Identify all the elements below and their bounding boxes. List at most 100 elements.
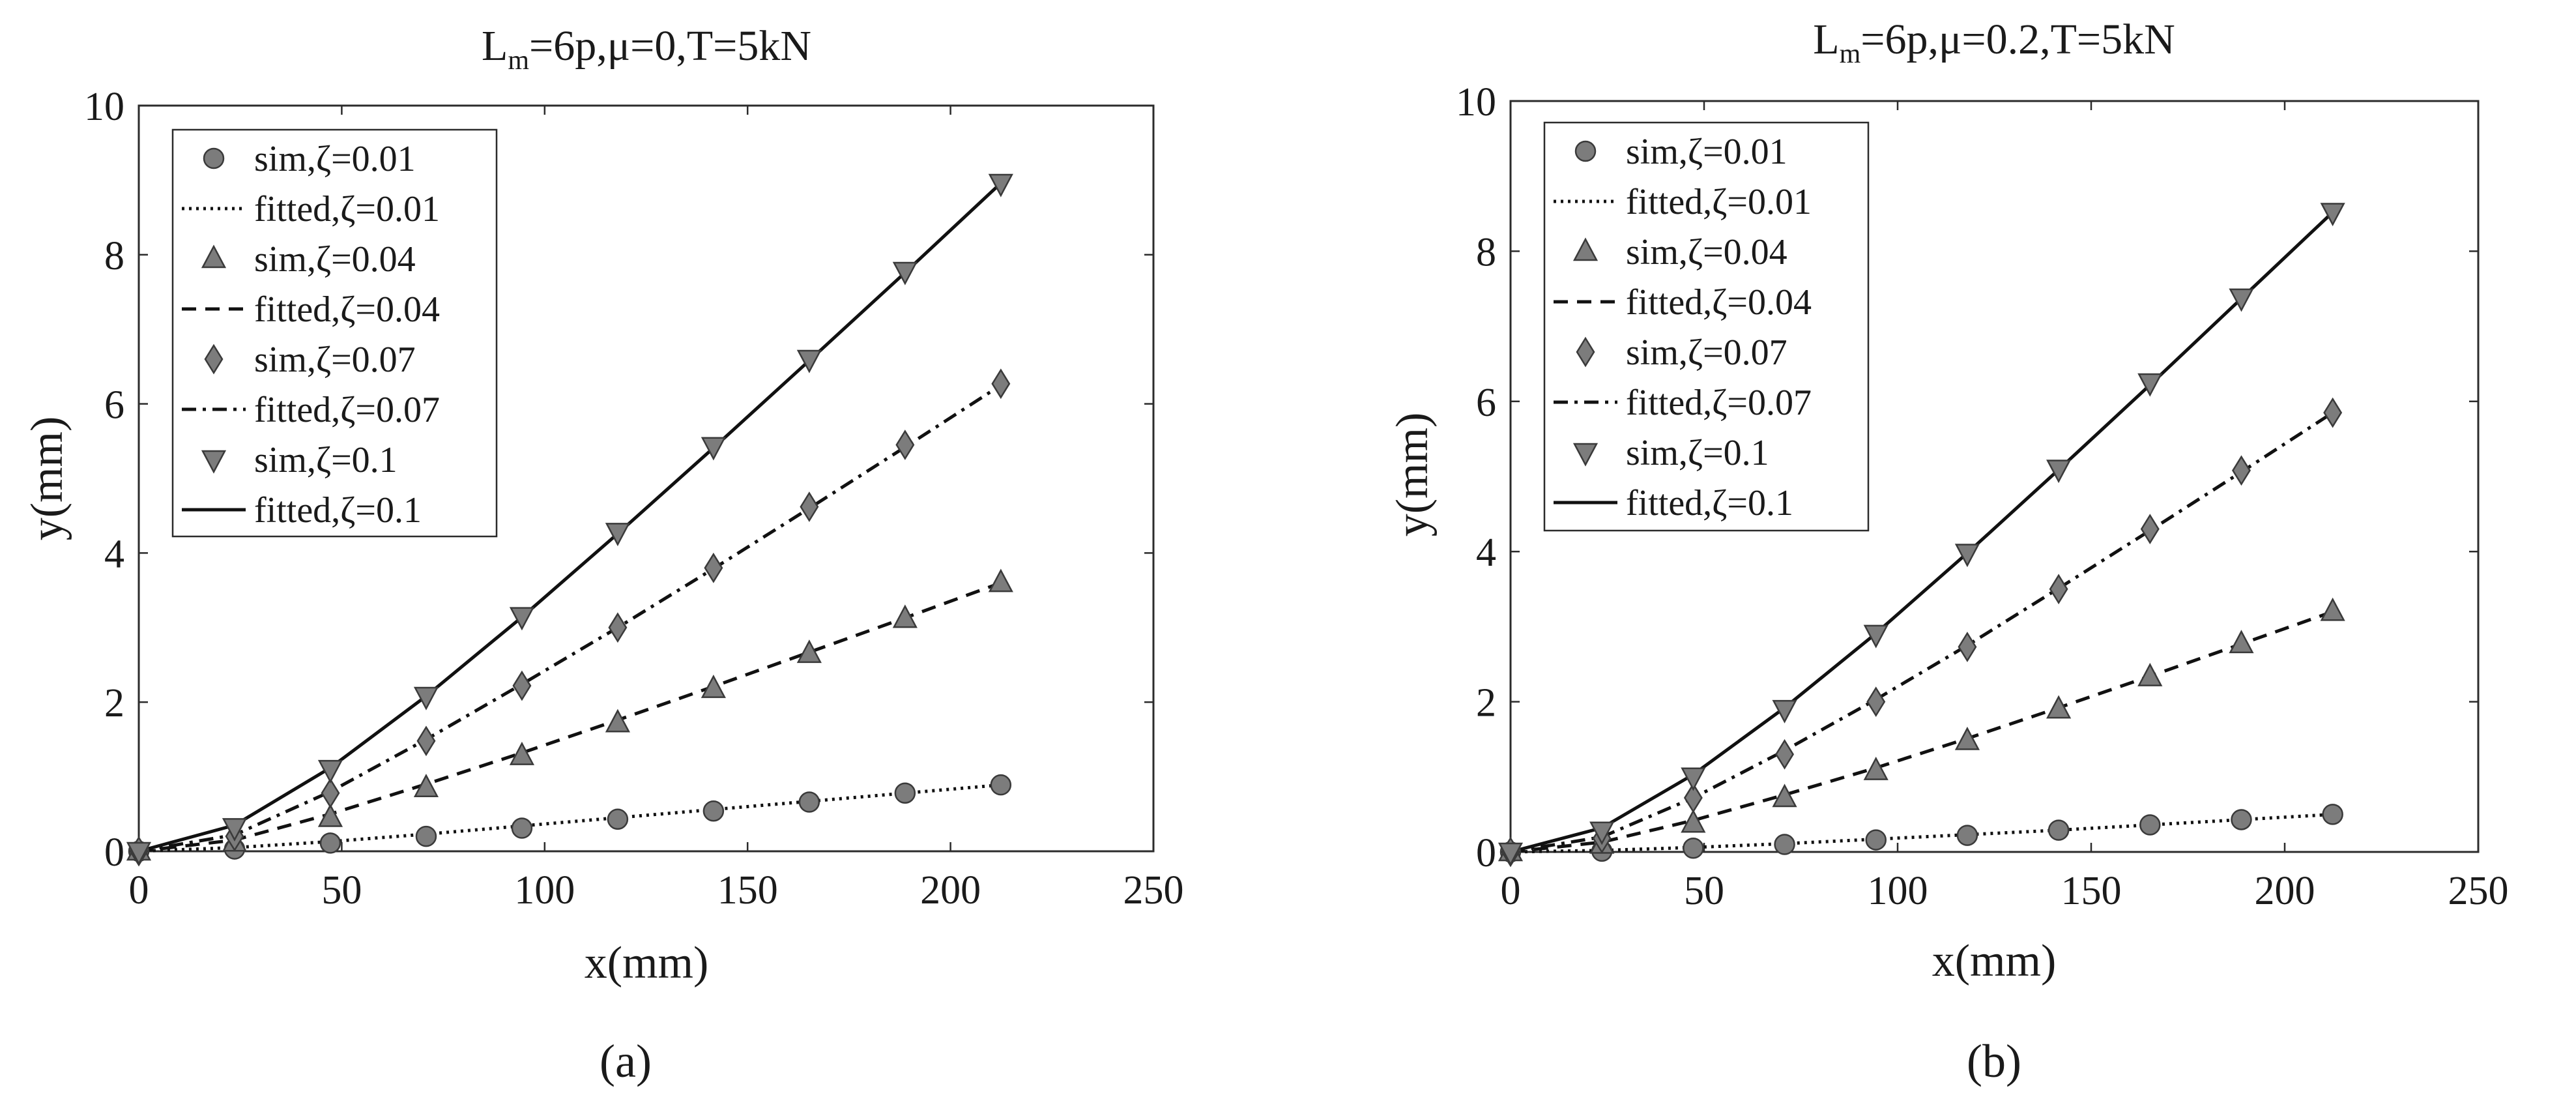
- sim-point-2-5: [1958, 632, 1977, 662]
- sim-point-2-9: [2323, 397, 2343, 428]
- sim-point-2-7: [2140, 514, 2160, 545]
- chart-panel-b: Lm=6p,μ=0.2,T=5kN 0 50 100 150 200 250 0 2 4 6 8 10…: [1387, 16, 2509, 1087]
- sim-point-0-3: [1774, 834, 1795, 855]
- sim-point-2-2: [321, 778, 340, 809]
- axis-tick-labels: 0 50 100 150 200 250 0 2 4 6 8 10: [84, 85, 1184, 913]
- sim-point-0-4: [1865, 829, 1887, 851]
- panel-label: (a): [600, 1035, 652, 1087]
- legend-marker-2: [1572, 237, 1599, 261]
- sim-point-3-2: [317, 759, 343, 783]
- fitted-line-3: [1510, 211, 2334, 854]
- sim-point-2-4: [1866, 686, 1886, 717]
- sim-markers: [126, 173, 1013, 867]
- legend-marker-6: [201, 450, 227, 474]
- x-tick-label: 50: [1684, 869, 1724, 913]
- sim-point-1-2: [1681, 809, 1706, 833]
- sim-point-3-1: [222, 818, 248, 842]
- sim-point-1-6: [2046, 695, 2072, 719]
- sim-point-3-6: [2046, 460, 2072, 484]
- sim-point-2-4: [512, 670, 532, 701]
- legend-label: sim,ζ=0.01: [1626, 132, 1787, 172]
- legend-items: sim,ζ=0.01 fitted,ζ=0.01 sim,ζ=0.04 fitted,…: [1554, 132, 1812, 523]
- fitted-line-0: [1510, 812, 2333, 854]
- fitted-lines: [138, 182, 1002, 853]
- legend-label: fitted,ζ=0.07: [254, 390, 440, 430]
- sim-point-2-5: [608, 612, 628, 643]
- sim-point-2-8: [895, 430, 915, 460]
- y-tick-label: 2: [104, 681, 124, 725]
- sim-point-3-5: [1954, 544, 1980, 568]
- legend-label: sim,ζ=0.1: [1626, 433, 1769, 473]
- legend-label: fitted,ζ=0.07: [1626, 383, 1812, 423]
- sim-point-1-5: [1954, 726, 1980, 750]
- fitted-line-3: [138, 182, 1002, 853]
- sim-point-3-9: [988, 173, 1013, 198]
- sim-point-1-9: [2320, 597, 2345, 621]
- legend-box: [171, 128, 498, 538]
- legend-items: sim,ζ=0.01 fitted,ζ=0.01 sim,ζ=0.04 fitted,…: [182, 139, 440, 531]
- sim-point-0-7: [798, 791, 820, 813]
- y-tick-label: 0: [104, 830, 124, 875]
- legend: sim,ζ=0.01 fitted,ζ=0.01 sim,ζ=0.04 fitted,…: [1543, 121, 1870, 532]
- sim-point-2-8: [2232, 455, 2251, 486]
- y-tick-label: 4: [104, 532, 124, 576]
- legend-marker-6: [1572, 443, 1599, 467]
- sim-point-3-6: [701, 437, 726, 461]
- sim-point-3-3: [413, 686, 439, 710]
- sim-point-1-8: [892, 604, 918, 628]
- legend-label: fitted,ζ=0.04: [1626, 282, 1812, 323]
- y-tick-label: 8: [104, 234, 124, 278]
- fitted-line-2: [1510, 411, 2334, 854]
- legend-box: [1543, 121, 1870, 532]
- axis-ticks: [1509, 100, 2480, 853]
- legend-label: fitted,ζ=0.01: [254, 189, 440, 229]
- fitted-line-1: [1510, 610, 2334, 854]
- y-tick-label: 2: [1476, 681, 1496, 725]
- sim-point-2-6: [2049, 574, 2068, 605]
- x-tick-label: 100: [514, 868, 575, 913]
- sim-point-2-3: [416, 725, 436, 757]
- y-tick-label: 10: [84, 85, 124, 129]
- sim-point-0-2: [319, 832, 341, 854]
- sim-point-3-4: [509, 607, 535, 631]
- sim-point-3-8: [892, 261, 918, 285]
- legend-marker-4: [1576, 336, 1595, 368]
- x-tick-label: 250: [1123, 868, 1184, 913]
- sim-point-0-5: [607, 808, 629, 830]
- y-tick-label: 6: [104, 383, 124, 428]
- legend-marker-4: [204, 344, 224, 375]
- sim-point-2-6: [704, 552, 723, 583]
- sim-point-2-3: [1775, 739, 1795, 770]
- sim-point-3-8: [2229, 288, 2254, 312]
- sim-point-1-8: [2229, 630, 2254, 654]
- legend: sim,ζ=0.01 fitted,ζ=0.01 sim,ζ=0.04 fitted,…: [171, 128, 498, 538]
- sim-point-0-8: [2231, 809, 2252, 830]
- sim-point-0-2: [1683, 837, 1704, 859]
- y-tick-label: 0: [1476, 831, 1496, 875]
- sim-markers: [1498, 203, 2345, 868]
- x-tick-label: 150: [717, 868, 778, 913]
- sim-point-0-4: [511, 817, 533, 839]
- legend-marker-2: [201, 244, 227, 269]
- sim-point-1-9: [988, 568, 1013, 593]
- legend-label: fitted,ζ=0.04: [254, 289, 440, 330]
- sim-point-3-7: [2137, 373, 2163, 397]
- sim-point-3-2: [1681, 767, 1706, 791]
- x-tick-label: 250: [2448, 869, 2509, 913]
- sim-point-2-2: [1683, 782, 1703, 813]
- sim-point-1-7: [796, 639, 822, 664]
- legend-label: fitted,ζ=0.1: [254, 490, 422, 531]
- x-axis-label: x(mm): [1932, 936, 2057, 986]
- sim-point-0-9: [990, 774, 1012, 796]
- sim-point-1-4: [1863, 756, 1889, 780]
- x-tick-label: 50: [321, 868, 362, 913]
- sim-point-3-7: [796, 349, 822, 373]
- legend-label: sim,ζ=0.1: [254, 440, 398, 480]
- legend-label: sim,ζ=0.07: [1626, 332, 1787, 373]
- sim-point-1-6: [701, 674, 726, 698]
- y-tick-label: 4: [1476, 531, 1496, 575]
- chart-panel-a: Lm=6p,μ=0,T=5kN 0 50 100 150 200 250 0 2 4 6 8 10 x…: [22, 22, 1184, 1087]
- x-axis-label: x(mm): [585, 938, 709, 988]
- sim-point-0-5: [1956, 825, 1978, 846]
